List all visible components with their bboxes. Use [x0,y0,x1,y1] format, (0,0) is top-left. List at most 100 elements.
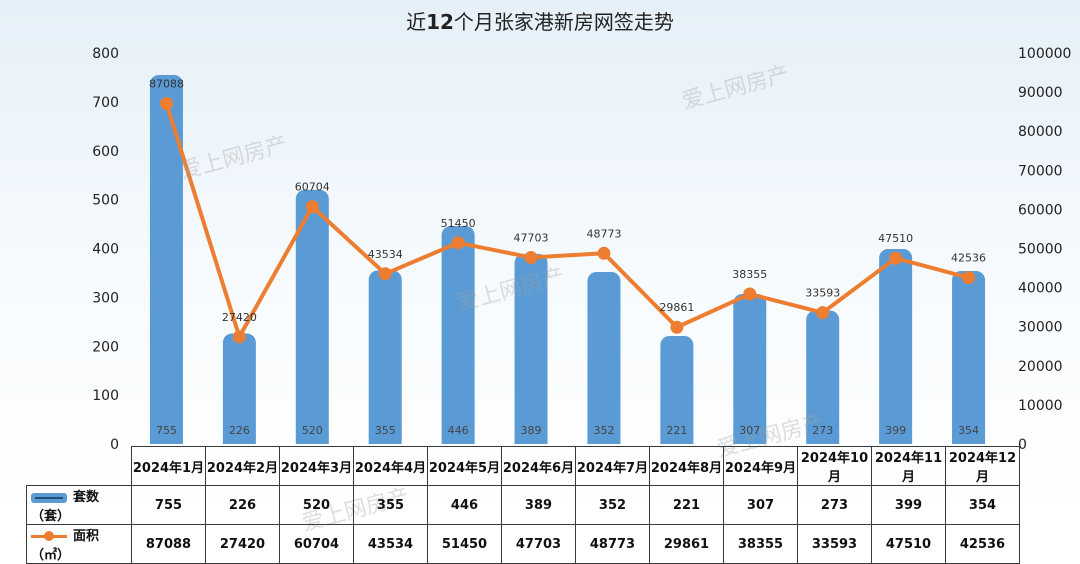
line-point [378,267,392,281]
bar-base [368,434,402,444]
data-table-cell: 42536 [945,524,1020,564]
bar [587,271,621,444]
y-left-tick-label: 300 [92,290,119,306]
bar [660,335,694,444]
legend-bar-label: 套数（套） [31,490,100,524]
y-right-tick-label: 70000 [1018,163,1063,179]
bar [295,189,329,444]
chart-plot: 0 100 200 300 400 500 600 700 800 0 10000 20000 3000… [92,46,1071,453]
y-left-tick-label: 0 [110,437,119,453]
data-table-category: 2024年4月 [353,446,428,486]
bar-data-label: 273 [812,424,833,437]
bar-data-label: 307 [739,424,760,437]
line-data-label: 42536 [951,252,986,265]
data-table-cell: 352 [575,485,650,525]
bar-base [952,434,986,444]
bar-data-label: 221 [666,424,687,437]
line-data-label: 27420 [222,311,257,324]
bar-base [222,434,256,444]
y-left-tick-label: 400 [92,242,119,258]
data-table: 2024年1月 2024年2月 2024年3月 2024年4月 2024年5月 … [26,446,1020,564]
line-point [816,306,830,320]
bar-base [879,434,913,444]
bar-data-label: 352 [593,424,614,437]
area-series-line [164,102,970,339]
data-table-category: 2024年5月 [427,446,502,486]
line-point [305,200,319,214]
legend-bar-swatch [31,492,67,503]
data-table-line-row: 面积（㎡） 87088 27420 60704 43534 51450 4770… [26,524,1020,564]
bar-data-label: 354 [958,424,979,437]
bar-base [660,434,694,444]
line-data-label: 38355 [732,268,767,281]
bar-data-label: 446 [448,424,469,437]
data-table-category: 2024年7月 [575,446,650,486]
data-table-category: 2024年10月 [797,446,872,486]
data-table-category: 2024年6月 [501,446,576,486]
line-data-label: 47510 [878,232,913,245]
data-table-cell: 221 [649,485,724,525]
bar-base [514,434,548,444]
data-table-cell: 51450 [427,524,502,564]
data-table-cell: 60704 [279,524,354,564]
legend-bar-series: 套数（套） [26,485,132,525]
data-table-cell: 47510 [871,524,946,564]
chart-title: 近12个月张家港新房网签走势 [406,10,674,34]
legend-line-series: 面积（㎡） [26,524,132,564]
y-right-tick-label: 40000 [1018,281,1063,297]
line-data-label: 51450 [441,217,476,230]
bar-data-label: 226 [229,424,250,437]
legend-line-swatch [31,531,67,541]
line-data-label: 48773 [586,227,621,240]
bar [733,293,767,444]
line-point [524,250,538,264]
data-table-cell: 389 [501,485,576,525]
bar [879,248,913,444]
bar [149,74,183,445]
line-data-label: 47703 [514,231,549,244]
bar-base [806,434,840,444]
y-right-tick-label: 80000 [1018,124,1063,140]
data-table-cell: 38355 [723,524,798,564]
line-data-label: 29861 [659,301,694,314]
line-point [232,330,246,344]
bar [368,270,402,444]
bar [952,270,986,444]
line-data-label: 33593 [805,287,840,300]
data-table-category: 2024年2月 [205,446,280,486]
y-right-tick-label: 60000 [1018,202,1063,218]
line-data-label: 60704 [295,181,330,194]
bar-data-label: 755 [156,424,177,437]
line-point [597,246,611,260]
data-table-cell: 29861 [649,524,724,564]
y-right-tick-label: 30000 [1018,320,1063,336]
data-table-cell: 226 [205,485,280,525]
data-table-cell: 354 [945,485,1020,525]
bar-data-label: 355 [375,424,396,437]
bar-data-label: 520 [302,424,323,437]
data-table-cell: 755 [131,485,206,525]
data-table-cell: 273 [797,485,872,525]
line-data-label: 43534 [368,248,403,261]
data-table-category: 2024年12月 [945,446,1020,486]
bar-data-label: 399 [885,424,906,437]
data-table-category: 2024年9月 [723,446,798,486]
data-table-category: 2024年8月 [649,446,724,486]
y-right-tick-label: 20000 [1018,359,1063,375]
bar [514,253,548,444]
data-table-cell: 43534 [353,524,428,564]
data-table-category: 2024年1月 [131,446,206,486]
y-left-tick-label: 500 [92,193,119,209]
bar-base [149,434,183,444]
bar-base [733,434,767,444]
bar-base [441,434,475,444]
data-table-cell: 27420 [205,524,280,564]
bar [222,333,256,444]
bar [806,310,840,444]
y-right-tick-label: 0 [1018,437,1027,453]
y-left-tick-label: 800 [92,46,119,62]
data-table-category-row: 2024年1月 2024年2月 2024年3月 2024年4月 2024年5月 … [27,446,1020,486]
bar-data-label: 389 [521,424,542,437]
bar-base [295,434,329,444]
bar-base [587,434,621,444]
